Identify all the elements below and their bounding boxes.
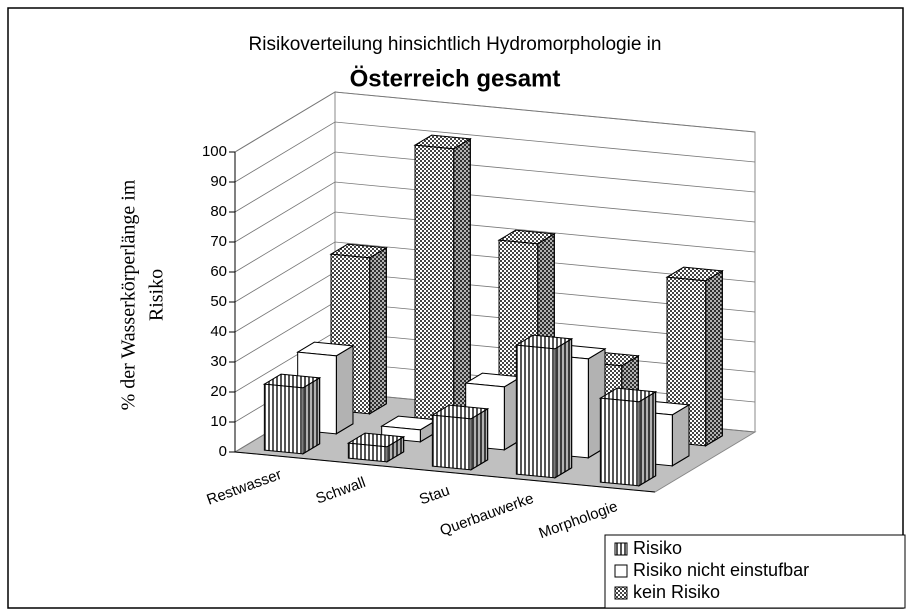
y-tick-label: 100 bbox=[202, 143, 227, 160]
chart-subtitle: Österreich gesamt bbox=[350, 65, 561, 92]
y-tick-label: 90 bbox=[210, 173, 227, 190]
bar-side-shade bbox=[470, 407, 489, 471]
bar bbox=[515, 344, 556, 479]
bar-side-shade bbox=[369, 246, 387, 415]
chart-title: Risikoverteilung hinsichtlich Hydromorph… bbox=[249, 34, 662, 55]
legend-label: Risiko bbox=[633, 538, 682, 558]
y-tick-label: 60 bbox=[210, 263, 227, 280]
y-tick-label: 10 bbox=[210, 413, 227, 430]
y-tick-label: 70 bbox=[210, 233, 227, 250]
bar-side-shade bbox=[302, 376, 321, 455]
x-tick-label: Stau bbox=[417, 482, 452, 509]
x-tick-label: Schwall bbox=[314, 474, 368, 508]
grid-line bbox=[234, 181, 756, 243]
legend-label: kein Risiko bbox=[633, 582, 720, 602]
y-tick-label: 40 bbox=[210, 323, 227, 340]
legend-swatch bbox=[614, 542, 628, 556]
bar bbox=[263, 383, 304, 455]
y-axis-label: Risiko bbox=[146, 269, 168, 321]
y-axis-label: % der Wasserkörperlänge im bbox=[118, 179, 140, 410]
legend-swatch bbox=[614, 564, 628, 578]
bar-side-shade bbox=[335, 344, 354, 435]
grid-line bbox=[234, 121, 756, 183]
grid-line bbox=[234, 241, 756, 303]
y-tick-label: 0 bbox=[219, 443, 227, 460]
bar bbox=[414, 144, 455, 423]
grid-line bbox=[234, 151, 756, 213]
grid-line bbox=[234, 211, 756, 273]
y-tick-label: 80 bbox=[210, 203, 227, 220]
y-tick-label: 30 bbox=[210, 353, 227, 370]
bar-side-shade bbox=[554, 337, 573, 479]
x-tick-label: Restwasser bbox=[204, 466, 283, 509]
x-axis bbox=[234, 451, 656, 493]
plot: 0 10 20 30 40 50 60 70 80 90 100 Restwasser Schwall S… bbox=[202, 91, 757, 542]
y-tick-label: 20 bbox=[210, 383, 227, 400]
frame bbox=[7, 7, 904, 609]
legend-label: Risiko nicht einstufbar bbox=[633, 560, 809, 580]
bar-side-shade bbox=[671, 403, 690, 467]
bar-side-shade bbox=[638, 390, 657, 487]
bar bbox=[431, 414, 472, 471]
y-tick-label: 50 bbox=[210, 293, 227, 310]
grid-line bbox=[234, 91, 756, 153]
legend-swatch bbox=[614, 586, 628, 600]
bar bbox=[347, 442, 388, 463]
bar-side-shade bbox=[453, 137, 471, 423]
bar-side-shade bbox=[705, 269, 723, 447]
legend bbox=[604, 534, 906, 609]
x-tick-label: Querbauwerke bbox=[438, 490, 536, 540]
bar bbox=[599, 397, 640, 487]
